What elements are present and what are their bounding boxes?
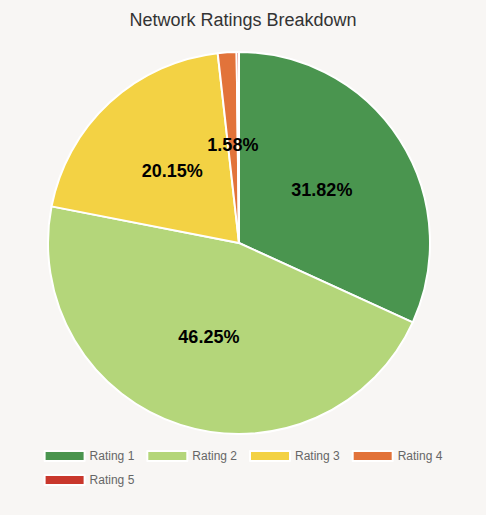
svg-text:46.25%: 46.25% bbox=[178, 327, 239, 347]
svg-text:1.58%: 1.58% bbox=[207, 135, 258, 155]
svg-text:Rating 2: Rating 2 bbox=[192, 449, 237, 463]
svg-text:20.15%: 20.15% bbox=[142, 161, 203, 181]
svg-text:Rating 4: Rating 4 bbox=[398, 449, 443, 463]
svg-text:Rating 5: Rating 5 bbox=[90, 473, 135, 487]
svg-text:Network Ratings Breakdown: Network Ratings Breakdown bbox=[129, 10, 356, 30]
svg-text:Rating 3: Rating 3 bbox=[295, 449, 340, 463]
svg-text:31.82%: 31.82% bbox=[291, 180, 352, 200]
svg-text:Rating 1: Rating 1 bbox=[90, 449, 135, 463]
